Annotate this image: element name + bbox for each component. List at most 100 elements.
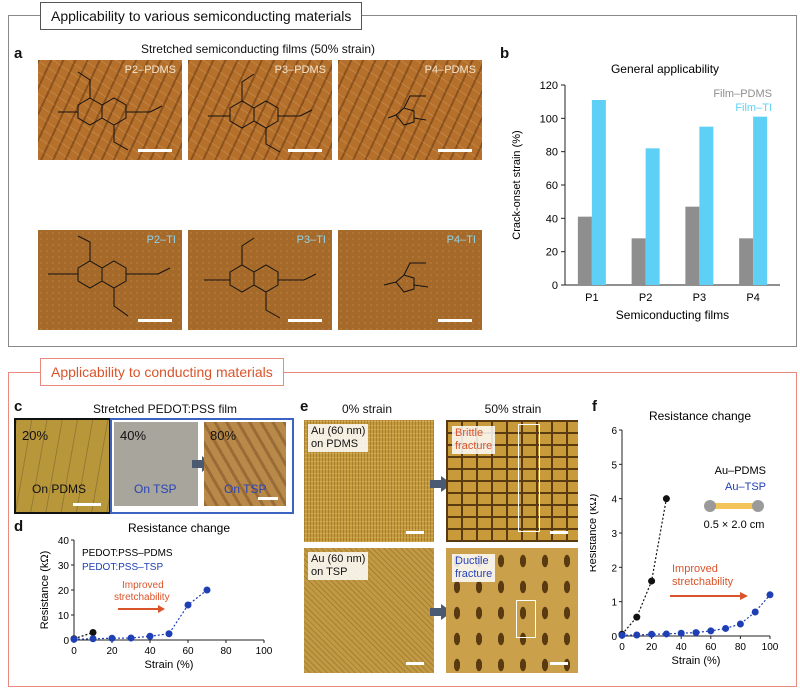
tile-label: P3–TI (296, 234, 326, 246)
chart-resistance-pedot: Resistance change 0 10 20 30 40 0 20 40 60 80 100 St… (39, 521, 273, 671)
legend-ti: Film–TI (735, 102, 772, 114)
chart-title: General applicability (611, 62, 719, 76)
p2-molecule-icon (48, 235, 171, 317)
data-point (89, 629, 97, 636)
highlight-box (518, 424, 540, 532)
panel-c-caption: Stretched PEDOT:PSS film (92, 402, 238, 416)
legend-tsp: Au–TSP (725, 481, 766, 493)
data-point (766, 591, 774, 599)
device-contact-icon (704, 500, 716, 512)
sample-label: Au (60 nm) on PDMS (308, 424, 369, 452)
x-tick-label: 20 (106, 646, 118, 657)
col-label-50: 50% strain (484, 402, 542, 416)
x-tick-label: 40 (676, 642, 688, 653)
tile-label: P3–PDMS (274, 64, 326, 76)
bottom-section-frame (8, 372, 797, 687)
y-axis-label: Resistance (kΩ) (590, 494, 599, 573)
y-tick-label: 5 (611, 460, 617, 471)
x-tick-label: 60 (182, 646, 194, 657)
y-tick-label: 20 (58, 586, 70, 597)
y-tick-label: 3 (611, 529, 617, 540)
x-tick-label: P4 (746, 292, 759, 304)
x-tick-label: 40 (144, 646, 156, 657)
tile-p3-ti: P3–TI (188, 230, 332, 330)
photo-au-pdms-50: Brittle fracture (446, 420, 578, 542)
data-point (184, 601, 192, 609)
scale-bar (288, 149, 322, 152)
data-point (648, 577, 656, 585)
data-point (722, 624, 730, 632)
tile-p4-ti: P4–TI (338, 230, 482, 330)
scale-bar (406, 662, 424, 665)
data-point (707, 627, 715, 635)
chart-title: Resistance change (649, 409, 751, 423)
x-tick-label: 20 (646, 642, 658, 653)
data-point (662, 630, 670, 638)
y-tick-label: 120 (540, 80, 558, 92)
scale-bar (550, 531, 568, 534)
x-tick-label: 100 (256, 646, 273, 657)
x-tick-label: 60 (705, 642, 717, 653)
fracture-label: Ductile fracture (452, 554, 496, 582)
legend-pdms: Au–PDMS (715, 465, 766, 477)
bar-pdms (631, 238, 646, 285)
p2-molecule-icon (58, 71, 163, 151)
sample-label: Au (60 nm) on TSP (308, 552, 369, 580)
strain-label: 20% (22, 428, 49, 443)
x-tick-label: P1 (585, 292, 598, 304)
x-tick-label: 80 (735, 642, 747, 653)
panel-a-caption: Stretched semiconducting films (50% stra… (140, 42, 376, 56)
device-dimensions: 0.5 × 2.0 cm (704, 519, 765, 531)
strain-label: 80% (210, 428, 237, 443)
legend-tsp: PEDOT:PSS–TSP (82, 562, 163, 573)
top-section-frame (8, 15, 797, 347)
p3-molecule-icon (204, 237, 317, 319)
substrate-label: On TSP (224, 482, 267, 496)
scale-bar (438, 149, 472, 152)
panel-d-letter: d (14, 518, 24, 535)
y-tick-label: 30 (58, 561, 70, 572)
photo-pedot-tsp-40: 40% On TSP (114, 422, 198, 506)
col-label-0: 0% strain (341, 402, 393, 416)
bar-pdms (577, 216, 592, 285)
y-tick-label: 100 (540, 113, 558, 125)
device-contact-icon (752, 500, 764, 512)
photo-pedot-pdms: 20% On PDMS (14, 418, 111, 514)
panel-c-letter: c (14, 398, 23, 415)
x-tick-label: 100 (762, 642, 779, 653)
data-point (618, 631, 626, 639)
series-line-1 (621, 594, 771, 636)
y-tick-label: 2 (611, 563, 617, 574)
data-point (146, 632, 154, 640)
tile-label: P4–PDMS (424, 64, 476, 76)
annotation-arrowhead (740, 592, 748, 600)
photo-au-tsp-50: Ductile fracture (446, 548, 578, 673)
data-point (736, 620, 744, 628)
panel-f-letter: f (592, 398, 597, 415)
section-header-semiconducting-overlay: Applicability to various semiconducting … (40, 2, 363, 30)
data-point (633, 613, 641, 621)
photo-au-tsp-0: Au (60 nm) on TSP (304, 548, 434, 673)
y-axis-label: Resistance (kΩ) (39, 551, 51, 630)
annotation-line2: stretchability (672, 576, 734, 588)
substrate-label: On TSP (134, 482, 177, 496)
bar-ti (645, 148, 660, 285)
scale-bar (288, 319, 322, 322)
data-point (677, 629, 685, 637)
legend-pdms: Film–PDMS (713, 88, 772, 100)
p4-molecule-icon (387, 95, 427, 126)
data-point (633, 631, 641, 639)
section-header-conducting: Applicability to conducting materials (40, 358, 284, 386)
bar-ti (753, 116, 768, 285)
highlight-box (516, 600, 536, 638)
data-point (108, 634, 116, 642)
x-tick-label: 0 (71, 646, 77, 657)
y-tick-label: 20 (546, 247, 558, 259)
tile-label: P2–TI (146, 234, 176, 246)
y-tick-label: 4 (611, 495, 617, 506)
photo-au-pdms-0: Au (60 nm) on PDMS (304, 420, 434, 542)
p3-molecule-icon (208, 73, 313, 153)
y-axis-label: Crack-onset strain (%) (511, 130, 523, 239)
data-point (70, 635, 78, 643)
annotation-line2: stretchability (114, 592, 170, 603)
